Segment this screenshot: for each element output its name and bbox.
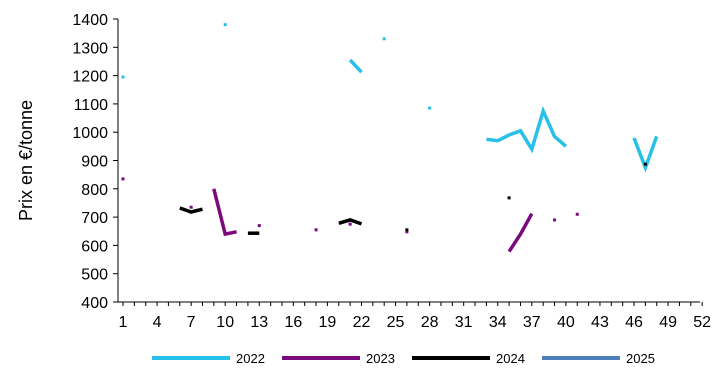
y-tick-label: 1200 <box>72 69 108 86</box>
series-2022-line-segment <box>632 135 659 173</box>
y-tick-label: 800 <box>81 182 108 199</box>
series-2023-line-segment <box>507 212 534 253</box>
series-2023-point <box>257 224 261 228</box>
y-tick-label: 900 <box>81 154 108 171</box>
x-tick-label: 4 <box>153 314 162 331</box>
y-tick-label: 1300 <box>72 40 108 57</box>
series-2024-point <box>643 162 647 166</box>
x-tick-label: 10 <box>216 314 234 331</box>
y-tick-label: 700 <box>81 210 108 227</box>
series-2023-point <box>314 228 318 232</box>
series-2023-point <box>553 218 557 222</box>
legend-label-2025: 2025 <box>626 351 655 366</box>
series-2022 <box>121 23 659 173</box>
series-2023 <box>121 177 579 253</box>
x-tick-label: 43 <box>591 314 609 331</box>
series-2024-line-segment <box>179 206 203 214</box>
x-tick-label: 31 <box>455 314 473 331</box>
series-2023-point <box>121 177 125 181</box>
series-2024-point <box>507 196 511 200</box>
series-2023-point <box>189 205 193 209</box>
x-tick-label: 16 <box>284 314 302 331</box>
y-tick-label: 1000 <box>72 125 108 142</box>
x-tick-label: 22 <box>353 314 371 331</box>
y-tick-label: 1400 <box>72 12 108 29</box>
series-2022-line-segment <box>486 105 568 154</box>
series-2024-line-segment <box>338 218 363 226</box>
axes: 400 500 600 700 800 900 1000 1100 1200 1300 1400 1 4… <box>72 12 711 331</box>
legend-label-2022: 2022 <box>236 351 265 366</box>
series-2022-point <box>223 23 227 27</box>
x-tick-label: 37 <box>523 314 541 331</box>
y-axis-title: Prix en €/tonne <box>16 100 36 221</box>
series-2022-point <box>382 37 386 41</box>
series-2024 <box>179 162 647 235</box>
series-2022-line-segment <box>348 58 363 74</box>
series-2023-point <box>348 222 352 226</box>
series-2024-point <box>405 228 409 232</box>
x-tick-label: 7 <box>187 314 196 331</box>
series-2023-point <box>575 212 579 216</box>
legend: 2022 2023 2024 2025 <box>152 351 655 366</box>
x-tick-label: 13 <box>250 314 268 331</box>
y-tick-label: 1100 <box>74 97 109 114</box>
y-tick-label: 400 <box>81 295 108 312</box>
x-tick-label: 19 <box>319 314 337 331</box>
x-tick-label: 40 <box>557 314 575 331</box>
series-2022-point <box>428 106 432 110</box>
series-2022-point <box>121 75 125 79</box>
series-2023-line-segment <box>212 188 237 237</box>
x-tick-label: 34 <box>489 314 507 331</box>
x-tick-label: 28 <box>421 314 439 331</box>
series-layer <box>121 23 659 253</box>
series-2023-point <box>405 230 409 234</box>
x-tick-label: 25 <box>387 314 405 331</box>
x-tick-label: 49 <box>659 314 677 331</box>
x-tick-label: 46 <box>625 314 643 331</box>
y-tick-label: 500 <box>81 267 108 284</box>
x-tick-label: 52 <box>693 314 711 331</box>
x-tick-label: 1 <box>119 314 128 331</box>
y-tick-label: 600 <box>81 238 108 255</box>
legend-label-2023: 2023 <box>366 351 395 366</box>
legend-label-2024: 2024 <box>496 351 525 366</box>
